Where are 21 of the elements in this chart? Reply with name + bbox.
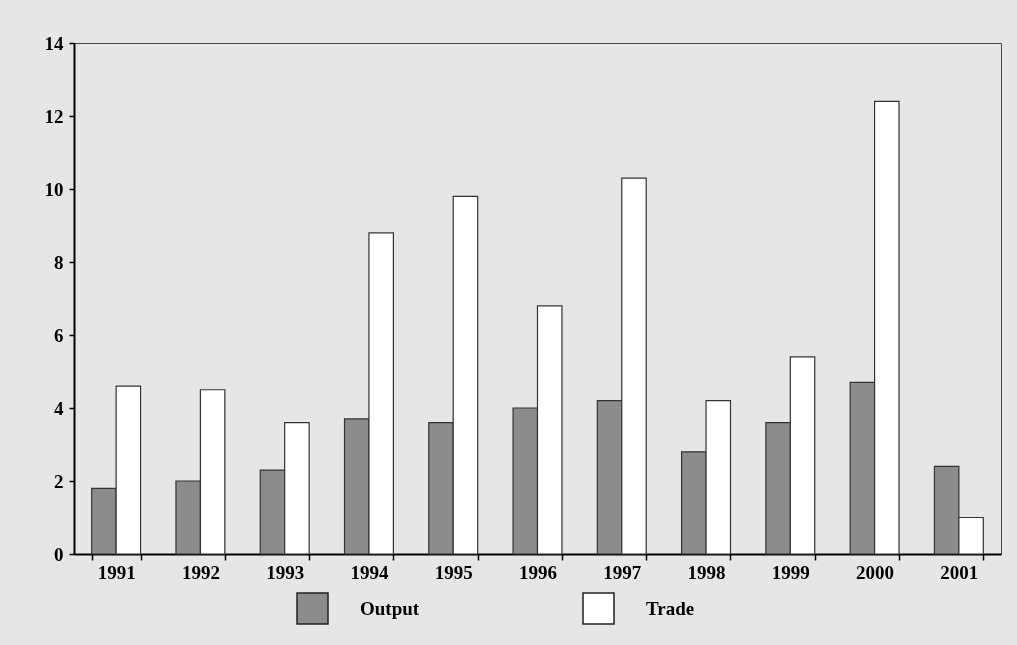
- y-tick-label: 6: [54, 324, 64, 346]
- x-tick-label: 1995: [434, 561, 473, 583]
- x-tick-label: 1992: [181, 561, 220, 583]
- legend-label: Output: [360, 597, 420, 619]
- x-tick-label: 1994: [350, 561, 389, 583]
- x-tick-label: 1993: [266, 561, 305, 583]
- x-tick-label: 1996: [519, 561, 557, 583]
- y-tick-label: 10: [44, 178, 64, 200]
- x-tick-label: 2000: [856, 561, 895, 583]
- y-tick-label: 8: [54, 251, 64, 273]
- y-tick-label: 0: [54, 543, 64, 565]
- legend-label: Trade: [646, 597, 695, 619]
- x-tick-label: 1991: [97, 561, 136, 583]
- y-tick-label: 12: [44, 105, 64, 127]
- x-tick-label: 1998: [687, 561, 726, 583]
- y-tick-label: 14: [44, 32, 64, 54]
- x-tick-label: 1999: [771, 561, 810, 583]
- y-tick-label: 4: [54, 397, 64, 419]
- x-tick-label: 2001: [940, 561, 979, 583]
- x-tick-label: 1997: [603, 561, 642, 583]
- y-tick-label: 2: [54, 470, 64, 492]
